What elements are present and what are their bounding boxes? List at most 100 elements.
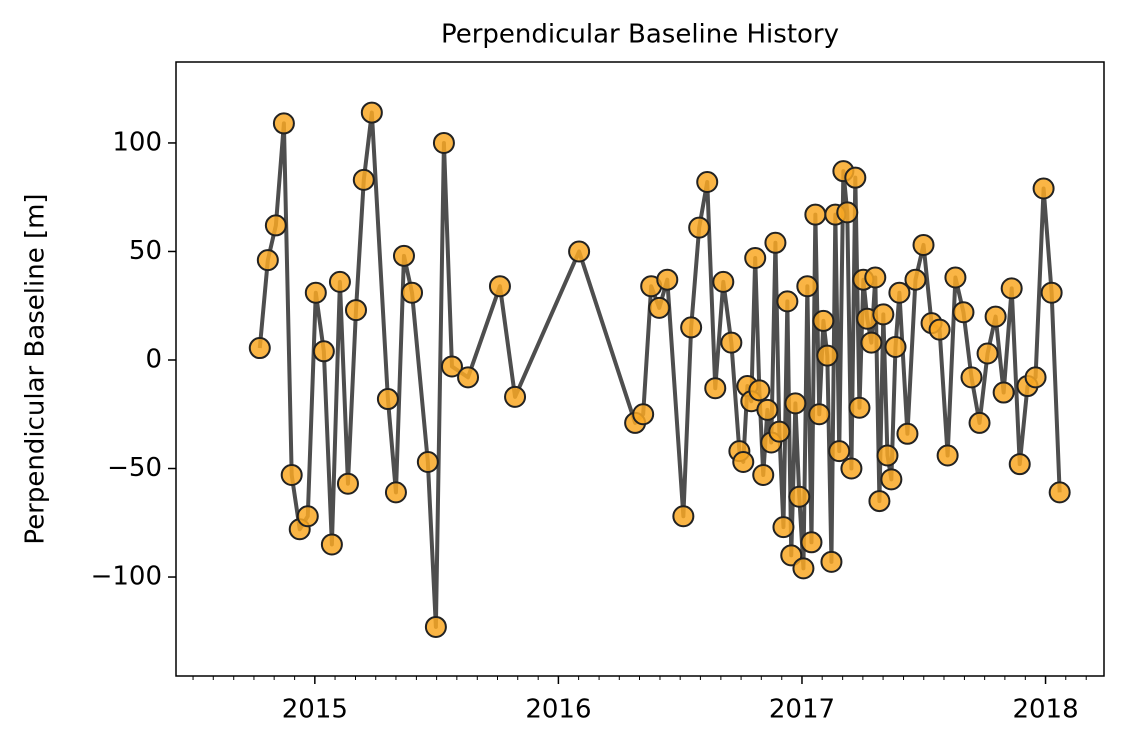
data-point bbox=[304, 281, 327, 304]
data-point bbox=[280, 464, 303, 487]
x-tick-label: 2016 bbox=[525, 695, 591, 725]
data-point bbox=[800, 531, 823, 554]
data-point bbox=[816, 344, 839, 367]
data-point bbox=[720, 331, 743, 354]
data-point bbox=[860, 331, 883, 354]
x-tick-label: 2017 bbox=[769, 695, 835, 725]
data-point bbox=[872, 303, 895, 326]
data-point bbox=[568, 240, 591, 263]
data-point bbox=[732, 451, 755, 474]
data-point bbox=[772, 516, 795, 539]
y-tick-label: 100 bbox=[112, 127, 162, 157]
data-point bbox=[812, 309, 835, 332]
data-point bbox=[888, 281, 911, 304]
chart-title: Perpendicular Baseline History bbox=[441, 20, 839, 50]
data-point bbox=[828, 440, 851, 463]
data-point bbox=[712, 270, 735, 293]
data-point bbox=[440, 355, 463, 378]
data-point bbox=[880, 468, 903, 491]
data-point bbox=[672, 505, 695, 528]
data-point bbox=[632, 403, 655, 426]
data-point bbox=[680, 316, 703, 339]
data-point bbox=[976, 342, 999, 365]
data-point bbox=[796, 275, 819, 298]
data-point bbox=[1040, 281, 1063, 304]
data-point bbox=[868, 490, 891, 513]
data-point bbox=[1000, 277, 1023, 300]
data-point bbox=[384, 481, 407, 504]
data-point bbox=[984, 305, 1007, 328]
data-point bbox=[968, 411, 991, 434]
data-point bbox=[1008, 453, 1031, 476]
data-point bbox=[744, 246, 767, 269]
data-point bbox=[648, 296, 671, 319]
data-point bbox=[264, 214, 287, 237]
data-point bbox=[896, 422, 919, 445]
data-point bbox=[352, 168, 375, 191]
data-point bbox=[928, 318, 951, 341]
y-tick-label: 0 bbox=[145, 344, 162, 374]
data-point bbox=[876, 444, 899, 467]
data-point bbox=[424, 615, 447, 638]
data-point bbox=[912, 233, 935, 256]
data-point bbox=[296, 505, 319, 528]
x-tick-label: 2018 bbox=[1012, 695, 1078, 725]
data-point bbox=[864, 266, 887, 289]
data-point bbox=[457, 366, 480, 389]
data-point bbox=[788, 485, 811, 508]
data-point bbox=[804, 203, 827, 226]
data-point bbox=[1048, 481, 1071, 504]
data-point bbox=[688, 216, 711, 239]
data-point bbox=[884, 335, 907, 358]
data-point bbox=[748, 379, 771, 402]
data-point bbox=[656, 268, 679, 291]
data-point bbox=[401, 281, 424, 304]
data-point bbox=[488, 275, 511, 298]
data-point bbox=[840, 457, 863, 480]
data-point bbox=[432, 131, 455, 154]
data-point bbox=[256, 249, 279, 272]
plot-frame bbox=[175, 61, 1105, 677]
data-point bbox=[312, 340, 335, 363]
data-point bbox=[936, 444, 959, 467]
data-point bbox=[808, 403, 831, 426]
data-point bbox=[704, 377, 727, 400]
y-tick-label: −100 bbox=[91, 562, 162, 592]
data-line bbox=[257, 110, 1062, 629]
data-point bbox=[836, 201, 859, 224]
data-point bbox=[756, 398, 779, 421]
data-point bbox=[904, 268, 927, 291]
data-point bbox=[696, 171, 719, 194]
data-point bbox=[272, 112, 295, 135]
data-point bbox=[336, 472, 359, 495]
data-point bbox=[960, 366, 983, 389]
data-point bbox=[820, 550, 843, 573]
data-point bbox=[1032, 177, 1055, 200]
data-point bbox=[320, 533, 343, 556]
y-axis-label: Perpendicular Baseline [m] bbox=[21, 193, 51, 544]
data-point bbox=[776, 290, 799, 313]
data-point bbox=[392, 244, 415, 267]
data-point bbox=[844, 166, 867, 189]
data-point bbox=[764, 231, 787, 254]
x-tick-label: 2015 bbox=[282, 695, 348, 725]
data-point bbox=[1024, 366, 1047, 389]
data-point bbox=[768, 420, 791, 443]
data-point bbox=[752, 464, 775, 487]
data-point bbox=[504, 385, 527, 408]
data-point bbox=[792, 557, 815, 580]
data-point bbox=[848, 396, 871, 419]
data-point bbox=[784, 392, 807, 415]
y-tick-label: −50 bbox=[107, 453, 162, 483]
data-point bbox=[328, 270, 351, 293]
data-point bbox=[248, 337, 271, 360]
data-point bbox=[360, 101, 383, 124]
data-point bbox=[952, 301, 975, 324]
data-point bbox=[416, 451, 439, 474]
data-point bbox=[376, 388, 399, 411]
data-point bbox=[992, 381, 1015, 404]
data-point bbox=[344, 299, 367, 322]
data-point bbox=[944, 266, 967, 289]
y-tick-label: 50 bbox=[129, 236, 162, 266]
